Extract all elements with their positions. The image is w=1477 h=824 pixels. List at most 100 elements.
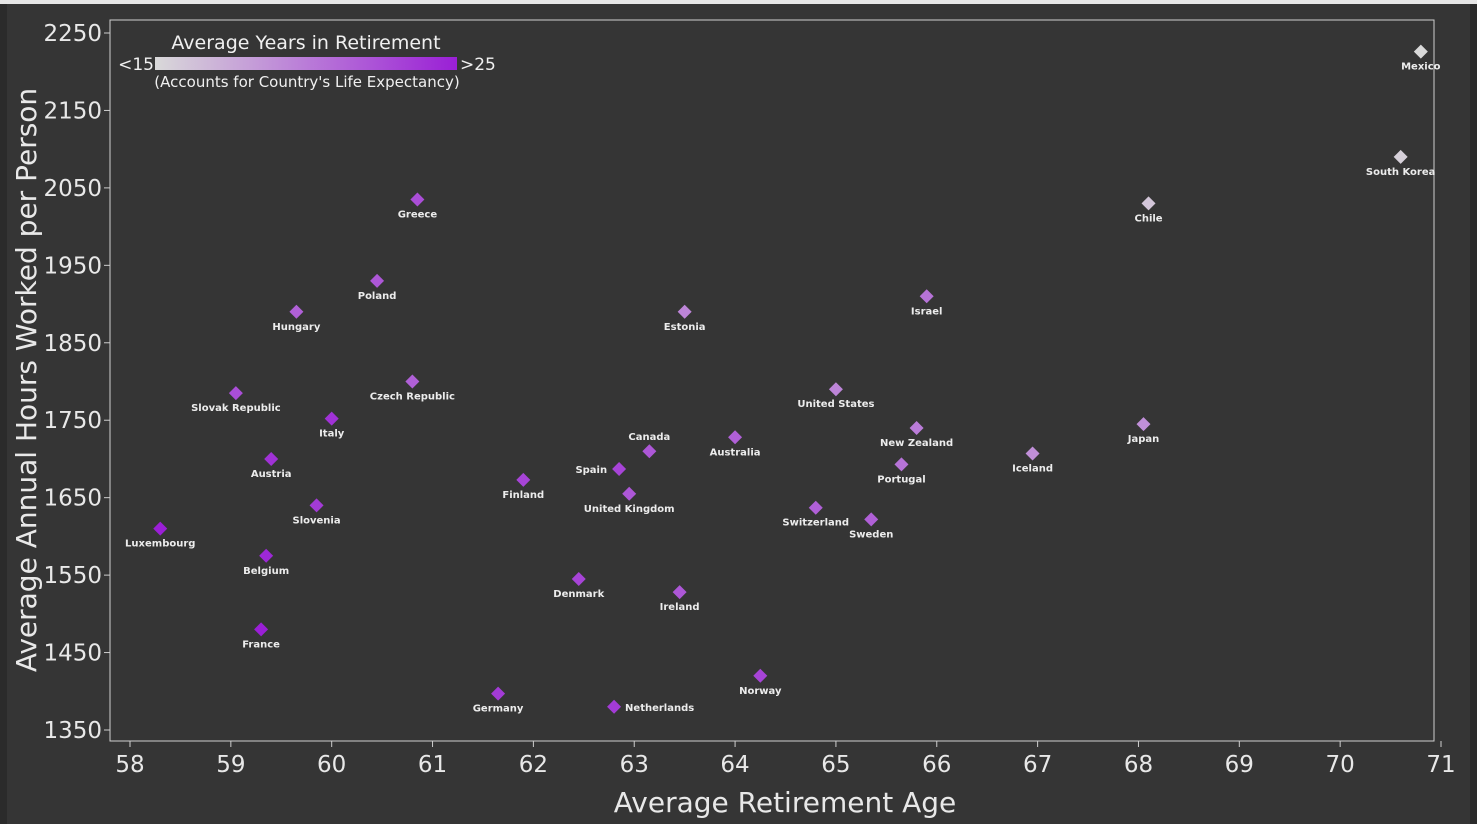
- data-point: Japan: [1127, 417, 1160, 445]
- x-axis-title: Average Retirement Age: [614, 786, 956, 819]
- diamond-marker: [1025, 446, 1040, 461]
- y-tick-label: 1750: [43, 408, 102, 434]
- point-label: Switzerland: [782, 518, 849, 529]
- diamond-marker: [677, 304, 692, 319]
- x-tick-label: 71: [1426, 752, 1455, 778]
- data-point: Ireland: [660, 585, 700, 613]
- y-tick-label: 1350: [43, 718, 102, 744]
- diamond-marker: [324, 411, 339, 426]
- data-point: Canada: [628, 432, 670, 459]
- data-point: Finland: [502, 472, 544, 501]
- data-point: Slovenia: [293, 498, 341, 526]
- data-point: Hungary: [272, 304, 321, 333]
- data-point: Israel: [911, 289, 943, 317]
- point-label: United Kingdom: [584, 504, 675, 515]
- point-label: Poland: [358, 291, 397, 302]
- point-label: Netherlands: [625, 703, 694, 714]
- data-point: Sweden: [849, 512, 893, 540]
- point-label: Slovak Republic: [191, 403, 281, 414]
- data-point: Luxembourg: [125, 521, 195, 550]
- point-label: Austria: [251, 469, 292, 480]
- x-tick-label: 63: [620, 752, 649, 778]
- point-label: Norway: [739, 686, 782, 697]
- point-label: Japan: [1127, 434, 1160, 445]
- point-label: Australia: [710, 447, 761, 458]
- y-tick-label: 1650: [43, 486, 102, 512]
- data-point: Iceland: [1012, 446, 1053, 475]
- data-point: United States: [797, 382, 875, 410]
- point-label: Luxembourg: [125, 539, 195, 550]
- data-point: Czech Republic: [370, 374, 455, 403]
- diamond-marker: [672, 585, 687, 600]
- point-label: Hungary: [272, 322, 320, 333]
- data-point: Denmark: [553, 571, 605, 600]
- point-label: Sweden: [849, 529, 893, 540]
- point-label: New Zealand: [880, 438, 953, 449]
- data-point: Estonia: [664, 304, 706, 333]
- data-point: Belgium: [243, 548, 289, 577]
- x-tick-label: 68: [1124, 752, 1153, 778]
- data-point: Italy: [319, 411, 345, 440]
- x-tick-label: 65: [821, 752, 850, 778]
- data-point: Poland: [358, 273, 397, 302]
- point-label: Iceland: [1012, 464, 1053, 475]
- point-label: Portugal: [877, 474, 925, 485]
- diamond-marker: [894, 457, 909, 472]
- diamond-marker: [864, 512, 879, 527]
- point-label: Finland: [502, 490, 544, 501]
- point-label: Denmark: [553, 589, 604, 600]
- x-tick-label: 67: [1023, 752, 1052, 778]
- point-label: Slovenia: [293, 515, 341, 526]
- diamond-marker: [254, 622, 269, 637]
- diamond-marker: [153, 521, 168, 536]
- x-tick-label: 59: [216, 752, 245, 778]
- x-tick-label: 66: [922, 752, 951, 778]
- y-tick-label: 1550: [43, 563, 102, 589]
- point-label: Mexico: [1401, 62, 1441, 73]
- data-points: Mexico South Korea Chile Greece Poland Hungar…: [125, 44, 1441, 715]
- x-tick-label: 70: [1326, 752, 1355, 778]
- legend-subtitle: (Accounts for Country's Life Expectancy): [154, 73, 459, 91]
- diamond-marker: [1393, 149, 1408, 164]
- point-label: Germany: [473, 704, 524, 715]
- data-point: Netherlands: [607, 699, 694, 714]
- point-label: Israel: [911, 306, 943, 317]
- diamond-marker: [607, 699, 622, 714]
- data-point: Australia: [710, 430, 761, 458]
- y-tick-label: 1450: [43, 641, 102, 667]
- y-tick-label: 2150: [43, 98, 102, 124]
- point-label: Spain: [575, 465, 607, 476]
- data-point: Austria: [251, 451, 292, 480]
- diamond-marker: [309, 498, 324, 513]
- legend-min-label: <15: [118, 55, 154, 75]
- diamond-marker: [1413, 44, 1428, 59]
- point-label: United States: [797, 399, 874, 410]
- diamond-marker: [370, 273, 385, 288]
- diamond-marker: [571, 571, 586, 586]
- x-tick-label: 64: [720, 752, 749, 778]
- data-point: New Zealand: [880, 420, 953, 449]
- diamond-marker: [808, 500, 823, 515]
- y-tick-label: 2250: [43, 21, 102, 47]
- data-point: Spain: [575, 462, 627, 477]
- diamond-marker: [728, 430, 743, 445]
- x-tick-label: 62: [519, 752, 548, 778]
- diamond-marker: [491, 686, 506, 701]
- diamond-marker: [612, 462, 627, 477]
- data-point: Greece: [398, 192, 437, 221]
- chart-frame: [7, 0, 1470, 824]
- diamond-marker: [289, 304, 304, 319]
- data-point: United Kingdom: [584, 486, 675, 515]
- legend-title: Average Years in Retirement: [171, 32, 440, 54]
- point-label: Chile: [1134, 213, 1162, 224]
- y-axis-title: Average Annual Hours Worked per Person: [10, 88, 43, 672]
- x-tick-label: 61: [418, 752, 447, 778]
- y-tick-label: 1850: [43, 331, 102, 357]
- y-tick-label: 1950: [43, 253, 102, 279]
- x-tick-label: 58: [115, 752, 144, 778]
- diamond-marker: [259, 548, 274, 563]
- data-point: Norway: [739, 668, 782, 697]
- point-label: South Korea: [1366, 167, 1435, 178]
- diamond-marker: [405, 374, 420, 389]
